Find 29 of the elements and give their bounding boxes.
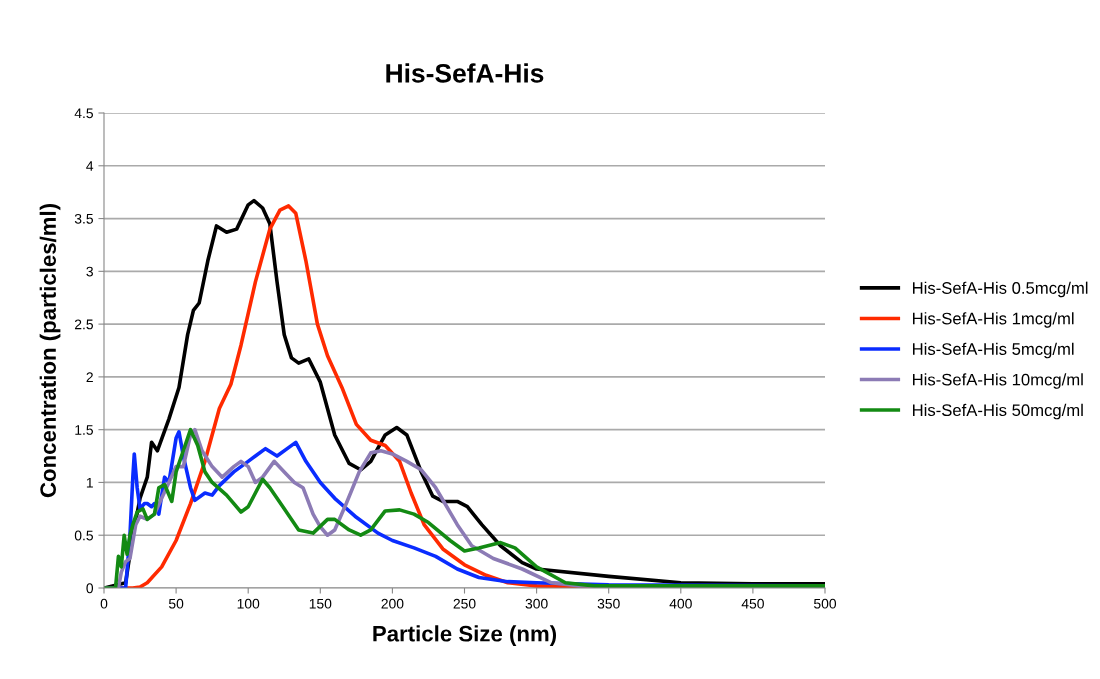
- x-tick-label: 400: [669, 598, 692, 609]
- x-axis-title: Particle Size (nm): [373, 625, 557, 646]
- legend-label: His-SefA-His 5mcg/ml: [913, 342, 1074, 359]
- legend-label: His-SefA-His 1mcg/ml: [913, 312, 1074, 328]
- x-tick-label: 150: [309, 598, 332, 609]
- x-tick-label: 350: [597, 598, 620, 609]
- legend-label: His-SefA-His 0.5mcg/ml: [913, 281, 1088, 298]
- x-tick-label: 250: [453, 598, 476, 609]
- y-axis-title: Concentration (particles/ml): [39, 204, 61, 498]
- x-tick-label: 450: [741, 598, 764, 609]
- x-tick-label: 200: [381, 598, 404, 609]
- chart-title: His-SefA-His: [386, 63, 544, 83]
- x-tick-label: 500: [813, 598, 837, 609]
- legend-label: His-SefA-His 50mcg/ml: [913, 403, 1083, 420]
- y-tick-label: 1: [86, 477, 93, 488]
- y-tick-label: 3.5: [74, 213, 93, 224]
- y-tick-label: 4: [86, 161, 94, 171]
- y-tick-label: 1.5: [75, 425, 93, 435]
- x-tick-label: 100: [237, 598, 260, 609]
- y-tick-label: 0: [86, 583, 94, 594]
- y-tick-label: 3: [86, 266, 93, 277]
- x-tick-label: 50: [168, 598, 184, 609]
- y-tick-label: 4.5: [74, 108, 93, 119]
- x-tick-label: 300: [525, 598, 548, 609]
- x-tick-label: 0: [100, 598, 108, 609]
- y-tick-label: 2: [86, 372, 93, 382]
- y-tick-label: 0.5: [74, 530, 93, 541]
- legend-label: His-SefA-His 10mcg/ml: [913, 373, 1083, 389]
- y-tick-label: 2.5: [74, 319, 93, 330]
